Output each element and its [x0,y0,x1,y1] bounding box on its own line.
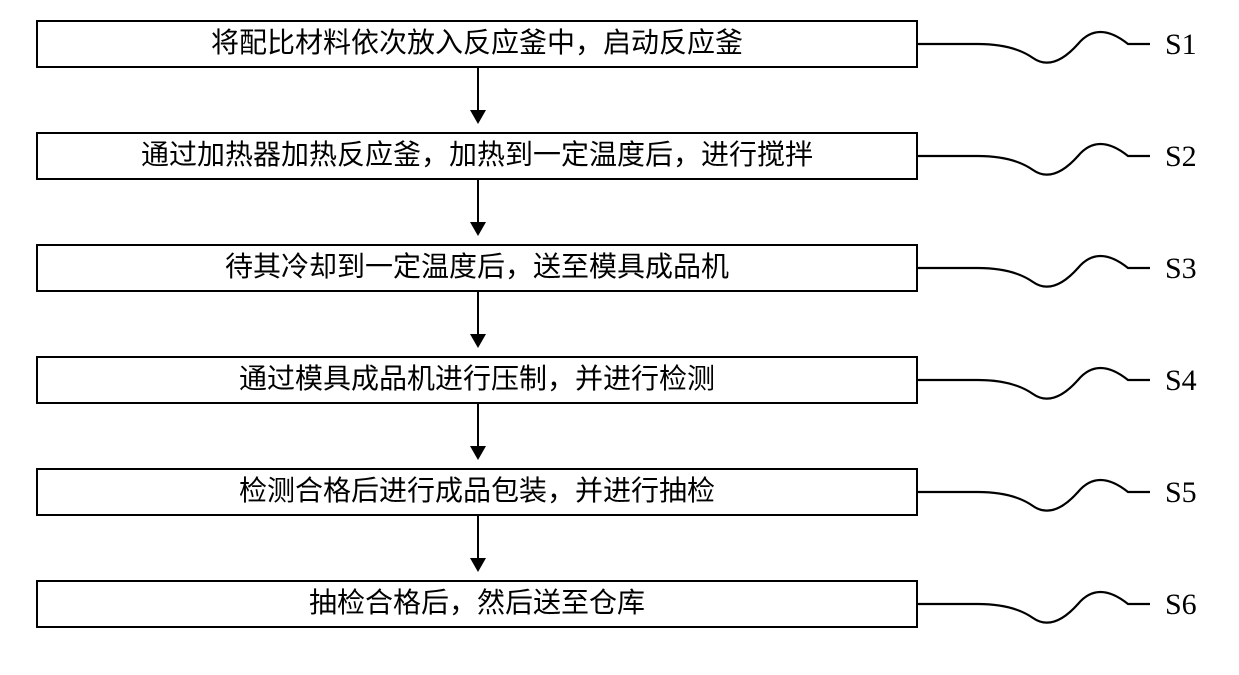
step-text-s5: 检测合格后进行成品包装，并进行抽检 [239,478,715,506]
step-label-s6: S6 [1165,588,1197,622]
step-label-s3: S3 [1165,252,1197,286]
arrow-s1-s2 [477,68,479,122]
step-box-s5: 检测合格后进行成品包装，并进行抽检 [36,468,918,516]
arrow-s2-s3 [477,180,479,234]
squiggle-s4 [918,348,1150,408]
arrow-s4-s5 [477,404,479,458]
step-box-s3: 待其冷却到一定温度后，送至模具成品机 [36,244,918,292]
arrow-s5-s6 [477,516,479,570]
squiggle-s1 [918,12,1150,72]
step-box-s6: 抽检合格后，然后送至仓库 [36,580,918,628]
step-text-s4: 通过模具成品机进行压制，并进行检测 [239,366,715,394]
step-text-s3: 待其冷却到一定温度后，送至模具成品机 [225,254,729,282]
step-text-s6: 抽检合格后，然后送至仓库 [309,590,645,618]
squiggle-s5 [918,460,1150,520]
step-text-s2: 通过加热器加热反应釜，加热到一定温度后，进行搅拌 [141,142,813,170]
step-box-s4: 通过模具成品机进行压制，并进行检测 [36,356,918,404]
step-label-s4: S4 [1165,364,1197,398]
arrow-s3-s4 [477,292,479,346]
step-label-s2: S2 [1165,140,1197,174]
step-label-s1: S1 [1165,28,1197,62]
squiggle-s6 [918,572,1150,632]
flowchart: 将配比材料依次放入反应釜中，启动反应釜 S1 通过加热器加热反应釜，加热到一定温… [0,0,1239,675]
step-box-s1: 将配比材料依次放入反应釜中，启动反应釜 [36,20,918,68]
step-text-s1: 将配比材料依次放入反应釜中，启动反应釜 [211,30,743,58]
step-box-s2: 通过加热器加热反应釜，加热到一定温度后，进行搅拌 [36,132,918,180]
squiggle-s2 [918,124,1150,184]
squiggle-s3 [918,236,1150,296]
step-label-s5: S5 [1165,476,1197,510]
